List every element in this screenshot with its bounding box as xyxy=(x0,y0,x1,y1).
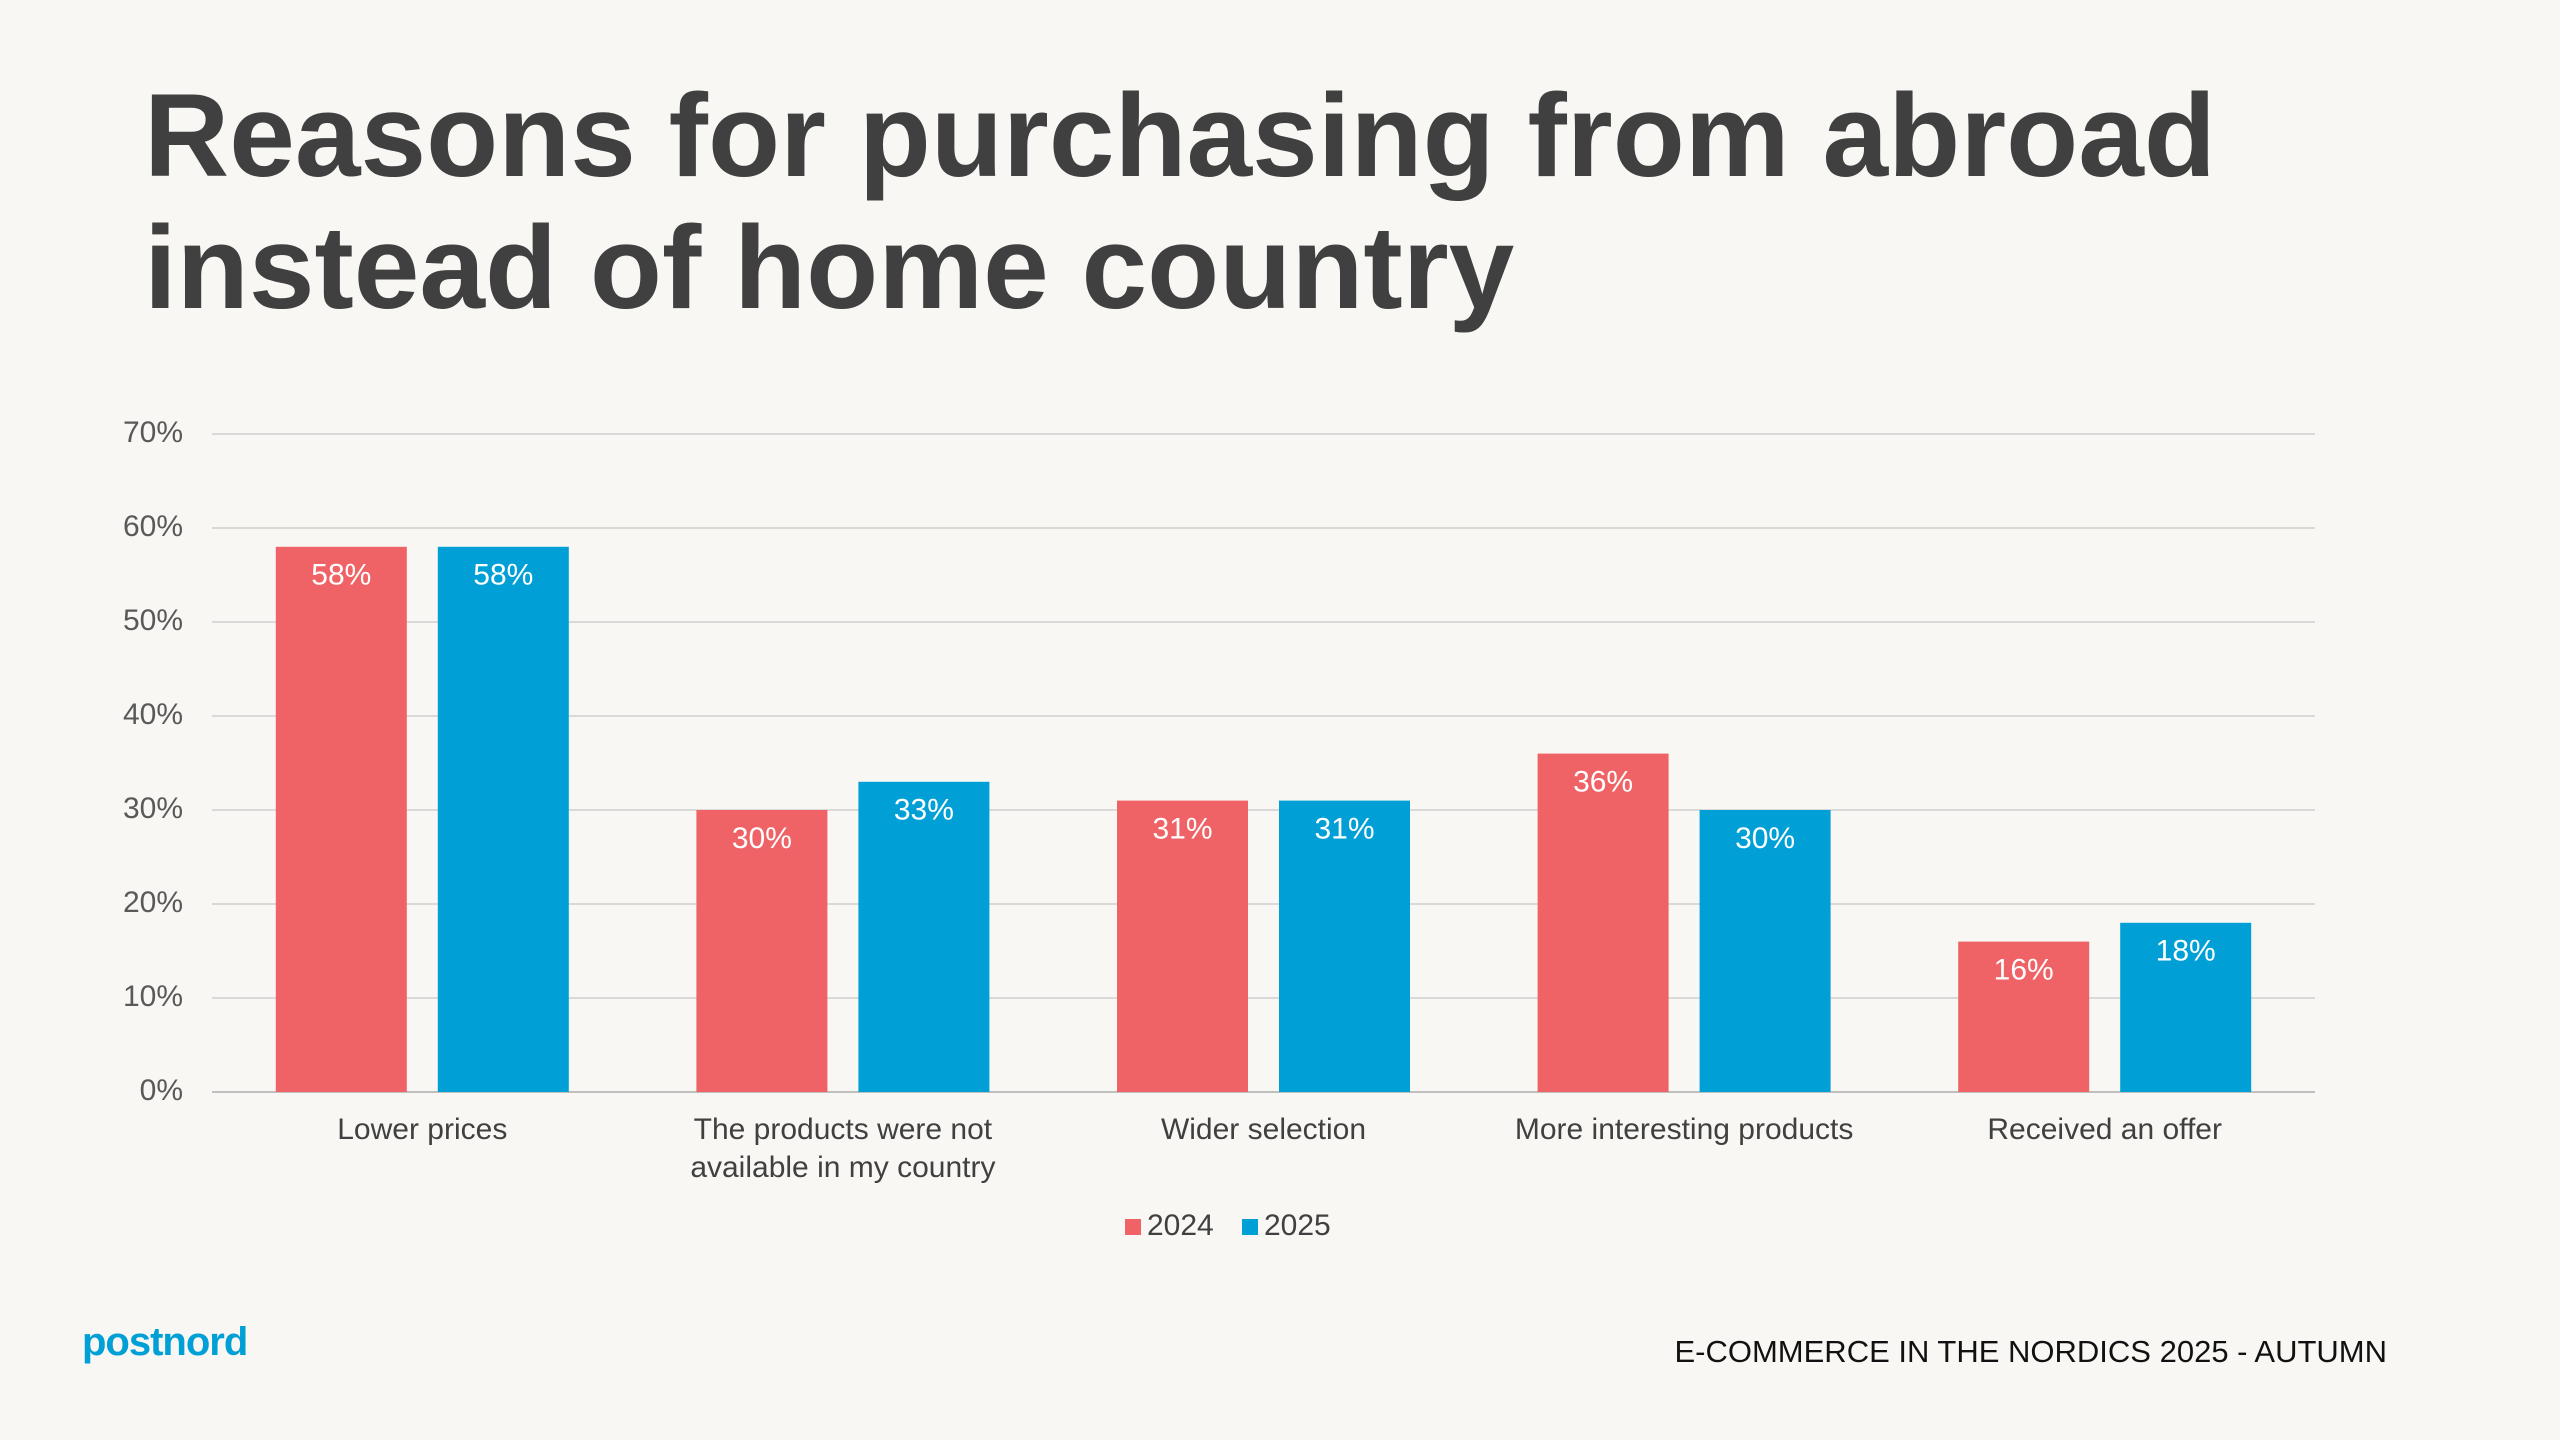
x-tick-label: The products were not available in my co… xyxy=(690,1113,996,1184)
data-label: 33% xyxy=(894,794,954,827)
x-tick-label: Received an offer xyxy=(1987,1113,2222,1146)
bar xyxy=(437,546,569,1092)
data-label: 30% xyxy=(1735,822,1795,855)
bar xyxy=(1699,810,1831,1092)
data-label: 31% xyxy=(1152,813,1212,846)
footer: E-COMMERCE IN THE NORDICS 2025 - AUTUMN xyxy=(1674,1334,2387,1369)
legend-swatch xyxy=(1242,1219,1258,1235)
y-tick-label: 60% xyxy=(123,510,183,543)
bar xyxy=(275,546,407,1092)
y-tick-label: 50% xyxy=(123,604,183,637)
bar xyxy=(1279,800,1410,1092)
data-label: 16% xyxy=(1994,954,2054,987)
data-label: 58% xyxy=(311,559,371,592)
bar xyxy=(1537,753,1669,1092)
bar xyxy=(1117,800,1248,1092)
x-tick-label: More interesting products xyxy=(1514,1113,1854,1146)
bar xyxy=(696,810,828,1092)
logo: postnord xyxy=(82,1320,248,1364)
legend-swatch xyxy=(1125,1219,1141,1235)
y-tick-label: 10% xyxy=(123,980,183,1013)
bar xyxy=(2120,922,2252,1092)
legend-label: 2025 xyxy=(1264,1209,1331,1242)
x-tick-label: Lower prices xyxy=(337,1113,508,1146)
x-tick-label: Wider selection xyxy=(1160,1113,1367,1146)
data-label: 31% xyxy=(1314,813,1374,846)
legend-label: 2024 xyxy=(1147,1209,1214,1242)
data-label: 36% xyxy=(1573,766,1633,799)
data-label: 18% xyxy=(2156,935,2216,968)
y-tick-label: 0% xyxy=(140,1074,183,1107)
y-tick-label: 30% xyxy=(123,792,183,825)
y-tick-label: 40% xyxy=(123,698,183,731)
y-tick-label: 70% xyxy=(123,416,183,449)
data-label: 30% xyxy=(732,822,792,855)
bar xyxy=(1958,941,2090,1092)
bar xyxy=(858,781,990,1092)
chart-title: Reasons for purchasing from abroad inste… xyxy=(144,70,2216,334)
data-label: 58% xyxy=(473,559,533,592)
y-tick-label: 20% xyxy=(123,886,183,919)
